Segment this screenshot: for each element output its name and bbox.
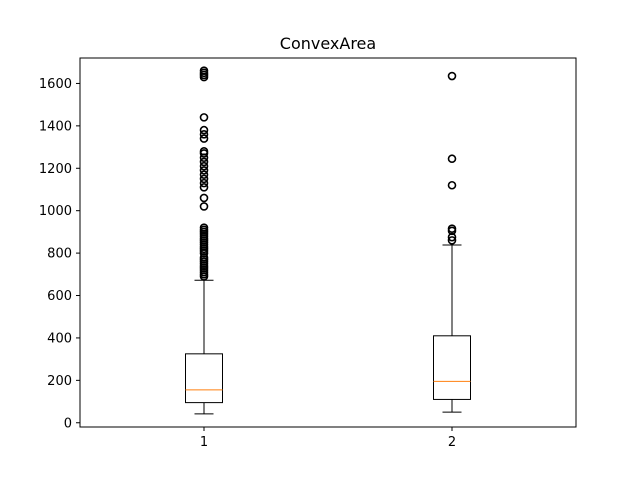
outlier-point xyxy=(199,113,209,122)
chart-title: ConvexArea xyxy=(280,34,376,53)
y-tick-label: 1600 xyxy=(39,77,72,92)
y-tick-label: 0 xyxy=(64,416,72,431)
outlier-point xyxy=(199,147,209,156)
outlier-point xyxy=(199,174,209,184)
y-tick-label: 1000 xyxy=(39,204,72,219)
plot-area-frame xyxy=(79,57,577,428)
outlier-point xyxy=(447,154,457,164)
outlier-point xyxy=(199,183,209,192)
y-tick-label: 200 xyxy=(47,374,72,389)
outlier-point xyxy=(199,223,209,232)
outlier-point xyxy=(199,134,209,143)
x-tick-label: 2 xyxy=(448,435,456,450)
y-tick-label: 1200 xyxy=(39,162,72,177)
y-tick-label: 1400 xyxy=(39,119,72,134)
box-group-1 xyxy=(185,66,223,415)
y-axis: 0 200 400 600 800 1000 1200 1400 1600 xyxy=(39,77,80,431)
outlier-point xyxy=(199,170,209,179)
outlier-point xyxy=(199,125,209,135)
outlier-point xyxy=(199,193,209,203)
outlier-point xyxy=(199,157,209,167)
box-group-2 xyxy=(433,71,471,413)
iqr-box xyxy=(433,335,471,400)
outlier-point xyxy=(447,236,457,245)
outlier-point xyxy=(199,166,209,175)
outlier-point xyxy=(199,161,209,171)
outlier-point xyxy=(199,130,209,139)
outlier-point xyxy=(447,71,457,81)
y-tick-label: 400 xyxy=(47,331,72,346)
outlier-point xyxy=(199,178,209,188)
outlier-point xyxy=(447,224,457,234)
x-tick-label: 1 xyxy=(200,435,208,450)
outlier-point xyxy=(199,66,209,76)
boxes-layer xyxy=(185,66,471,415)
iqr-box xyxy=(185,353,223,404)
y-tick-label: 800 xyxy=(47,247,72,262)
outlier-point xyxy=(447,180,457,190)
outlier-point xyxy=(199,202,209,211)
y-tick-label: 600 xyxy=(47,289,72,304)
